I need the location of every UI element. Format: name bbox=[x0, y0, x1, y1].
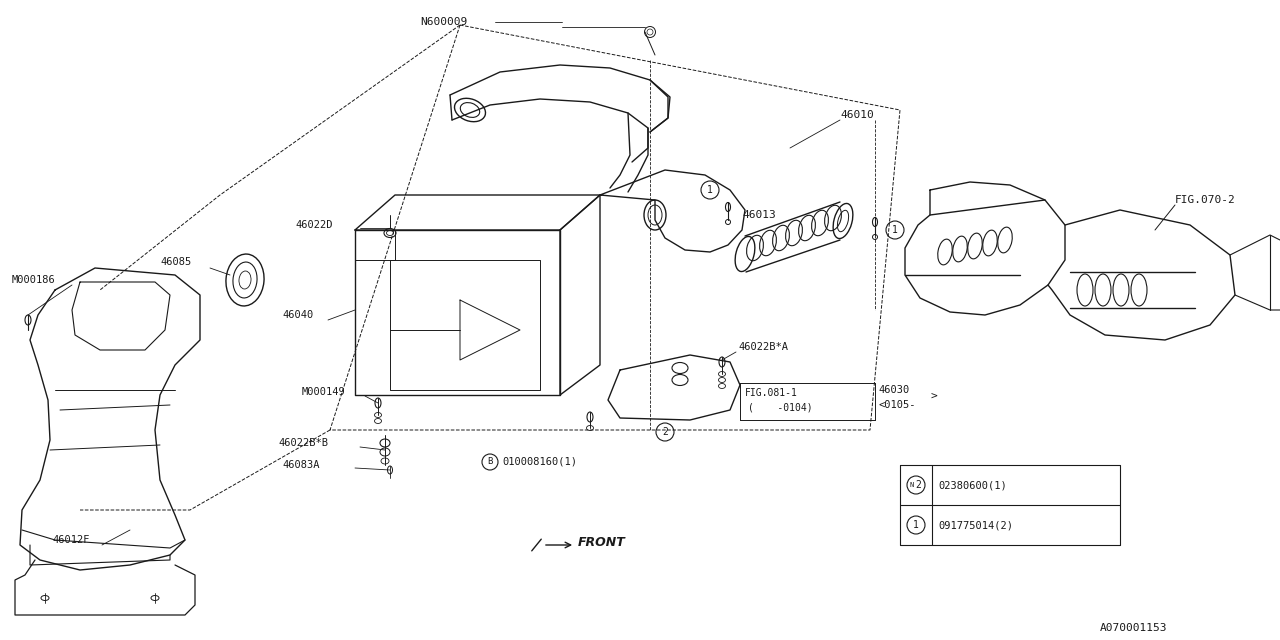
Text: 010008160(1): 010008160(1) bbox=[502, 457, 577, 467]
Text: FIG.081-1: FIG.081-1 bbox=[745, 388, 797, 398]
Text: 46010: 46010 bbox=[840, 110, 874, 120]
Text: 46040: 46040 bbox=[282, 310, 314, 320]
Text: FIG.070-2: FIG.070-2 bbox=[1175, 195, 1235, 205]
Text: 46012F: 46012F bbox=[52, 535, 90, 545]
Text: 1: 1 bbox=[707, 185, 713, 195]
Text: >: > bbox=[931, 392, 937, 402]
Text: FRONT: FRONT bbox=[579, 536, 626, 548]
Text: (    -0104): ( -0104) bbox=[748, 403, 813, 413]
Text: 1: 1 bbox=[892, 225, 899, 235]
Text: 46022D: 46022D bbox=[294, 220, 333, 230]
Text: 2: 2 bbox=[662, 427, 668, 437]
Text: 46013: 46013 bbox=[742, 210, 776, 220]
Text: B: B bbox=[488, 458, 493, 467]
Text: 1: 1 bbox=[913, 520, 919, 530]
Text: M000186: M000186 bbox=[12, 275, 56, 285]
Text: 46030: 46030 bbox=[878, 385, 909, 395]
Text: <0105-: <0105- bbox=[878, 400, 915, 410]
Text: 2: 2 bbox=[915, 480, 920, 490]
Text: 46022B*B: 46022B*B bbox=[278, 438, 328, 448]
Text: M000149: M000149 bbox=[302, 387, 346, 397]
Text: N: N bbox=[910, 482, 914, 488]
Text: 02380600(1): 02380600(1) bbox=[938, 480, 1007, 490]
Text: N600009: N600009 bbox=[420, 17, 467, 27]
Text: A070001153: A070001153 bbox=[1100, 623, 1167, 633]
Text: 091775014(2): 091775014(2) bbox=[938, 520, 1012, 530]
Text: 46022B*A: 46022B*A bbox=[739, 342, 788, 352]
Text: 46085: 46085 bbox=[160, 257, 191, 267]
Text: 46083A: 46083A bbox=[282, 460, 320, 470]
